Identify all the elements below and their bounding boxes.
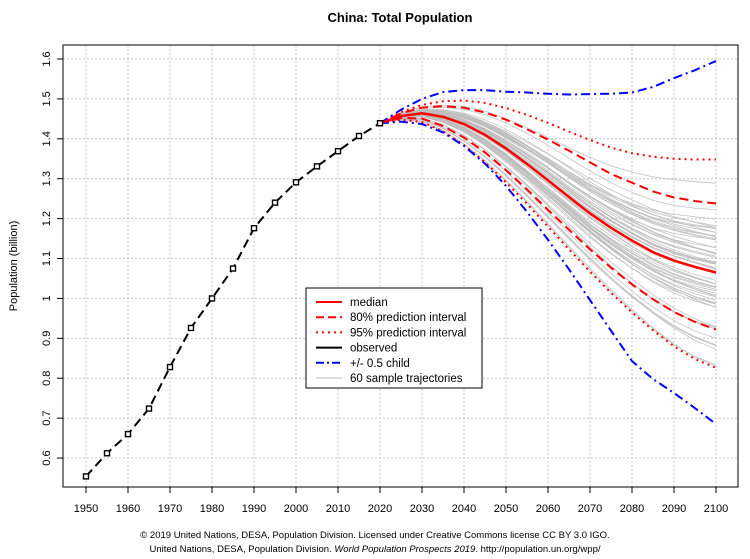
legend-label: 60 sample trajectories xyxy=(350,373,463,385)
grid xyxy=(63,45,738,487)
observed-point xyxy=(271,199,279,206)
observed-point xyxy=(103,450,111,457)
x-tick-label: 1950 xyxy=(74,503,98,515)
plus-half-child-line xyxy=(379,60,717,125)
observed-point xyxy=(355,132,363,140)
y-tick-label: 0.8 xyxy=(41,371,53,386)
observed-point xyxy=(208,295,216,302)
observed-point xyxy=(187,324,195,332)
x-tick-label: 2080 xyxy=(620,503,644,515)
legend: median 80% prediction interval 95% predict… xyxy=(305,287,483,389)
x-tick-label: 2060 xyxy=(536,503,560,515)
legend-label: median xyxy=(350,297,388,309)
copyright-line: © 2019 United Nations, DESA, Population … xyxy=(140,530,610,541)
x-axis: 1950 1960 1970 1980 1990 2000 2010 2020 2030 2040… xyxy=(74,487,728,515)
sample-trajectory xyxy=(379,116,717,308)
sample-trajectory xyxy=(379,114,717,285)
y-tick-label: 1 xyxy=(41,295,53,301)
x-tick-label: 2000 xyxy=(284,503,308,515)
pi95-upper-line xyxy=(379,99,716,161)
legend-label: 80% prediction interval xyxy=(350,312,466,324)
legend-label: +/- 0.5 child xyxy=(350,358,410,370)
sample-trajectory xyxy=(379,110,717,240)
x-tick-label: 2070 xyxy=(578,503,602,515)
x-tick-label: 1960 xyxy=(116,503,140,515)
citation-title: World Population Prospects 2019 xyxy=(334,544,476,555)
observed-point xyxy=(334,147,342,155)
y-tick-label: 0.6 xyxy=(41,450,53,465)
x-tick-label: 1970 xyxy=(158,503,182,515)
y-tick-label: 1.3 xyxy=(41,171,53,186)
citation-org: United Nations, DESA, Population Divisio… xyxy=(149,544,332,555)
x-tick-label: 2040 xyxy=(452,503,476,515)
observed-point xyxy=(250,224,258,232)
x-tick-label: 1990 xyxy=(242,503,266,515)
sample-trajectory xyxy=(379,109,717,220)
y-tick-label: 0.7 xyxy=(41,410,53,425)
plot-frame xyxy=(62,44,739,488)
x-tick-label: 2010 xyxy=(326,503,350,515)
minus-half-child-line xyxy=(379,120,717,425)
pi80-upper-line xyxy=(379,105,717,205)
citation-url: . http://population.un.org/wpp/ xyxy=(475,544,601,555)
observed-point xyxy=(376,120,384,127)
legend-box xyxy=(305,287,483,389)
population-chart: China: Total Population 1950 1960 1970 1980… xyxy=(8,10,739,515)
pi80-lower-line xyxy=(379,117,717,331)
sample-trajectory xyxy=(379,118,717,346)
sample-trajectory xyxy=(379,119,717,367)
median-line xyxy=(379,112,717,274)
observed-point xyxy=(82,473,90,480)
observed-point xyxy=(145,405,153,412)
x-tick-label: 2030 xyxy=(410,503,434,515)
observed-point xyxy=(124,430,132,438)
x-tick-label: 2020 xyxy=(368,503,392,515)
y-tick-label: 1.2 xyxy=(41,211,53,226)
citation-line: United Nations, DESA, Population Divisio… xyxy=(0,544,750,555)
sample-trajectory xyxy=(379,115,717,308)
x-tick-label: 2100 xyxy=(704,503,728,515)
sample-trajectory xyxy=(379,115,717,301)
sample-trajectory xyxy=(379,109,717,237)
observed-point xyxy=(313,163,321,170)
chart-title: China: Total Population xyxy=(328,10,473,25)
y-tick-label: 0.9 xyxy=(41,331,53,346)
sample-trajectory xyxy=(379,110,717,248)
observed-points xyxy=(82,120,384,480)
x-tick-label: 2090 xyxy=(662,503,686,515)
y-tick-label: 1.6 xyxy=(41,51,53,66)
legend-label: observed xyxy=(350,343,397,355)
y-tick-label: 1.1 xyxy=(41,251,53,266)
sample-trajectory xyxy=(379,106,717,211)
y-axis: 0.6 0.7 0.8 0.9 1 1.1 1.2 1.3 1.4 1.5 1.6 xyxy=(41,51,63,466)
series-lines xyxy=(85,60,717,478)
y-tick-label: 1.4 xyxy=(41,131,53,146)
observed-point xyxy=(229,265,237,272)
y-tick-label: 1.5 xyxy=(41,91,53,106)
sample-trajectory xyxy=(379,111,717,254)
x-tick-label: 1980 xyxy=(200,503,224,515)
observed-point xyxy=(166,363,174,371)
y-axis-label: Population (billion) xyxy=(8,221,20,312)
x-tick-label: 2050 xyxy=(494,503,518,515)
legend-label: 95% prediction interval xyxy=(350,327,466,339)
observed-point xyxy=(292,179,300,186)
sample-trajectory xyxy=(379,114,717,288)
